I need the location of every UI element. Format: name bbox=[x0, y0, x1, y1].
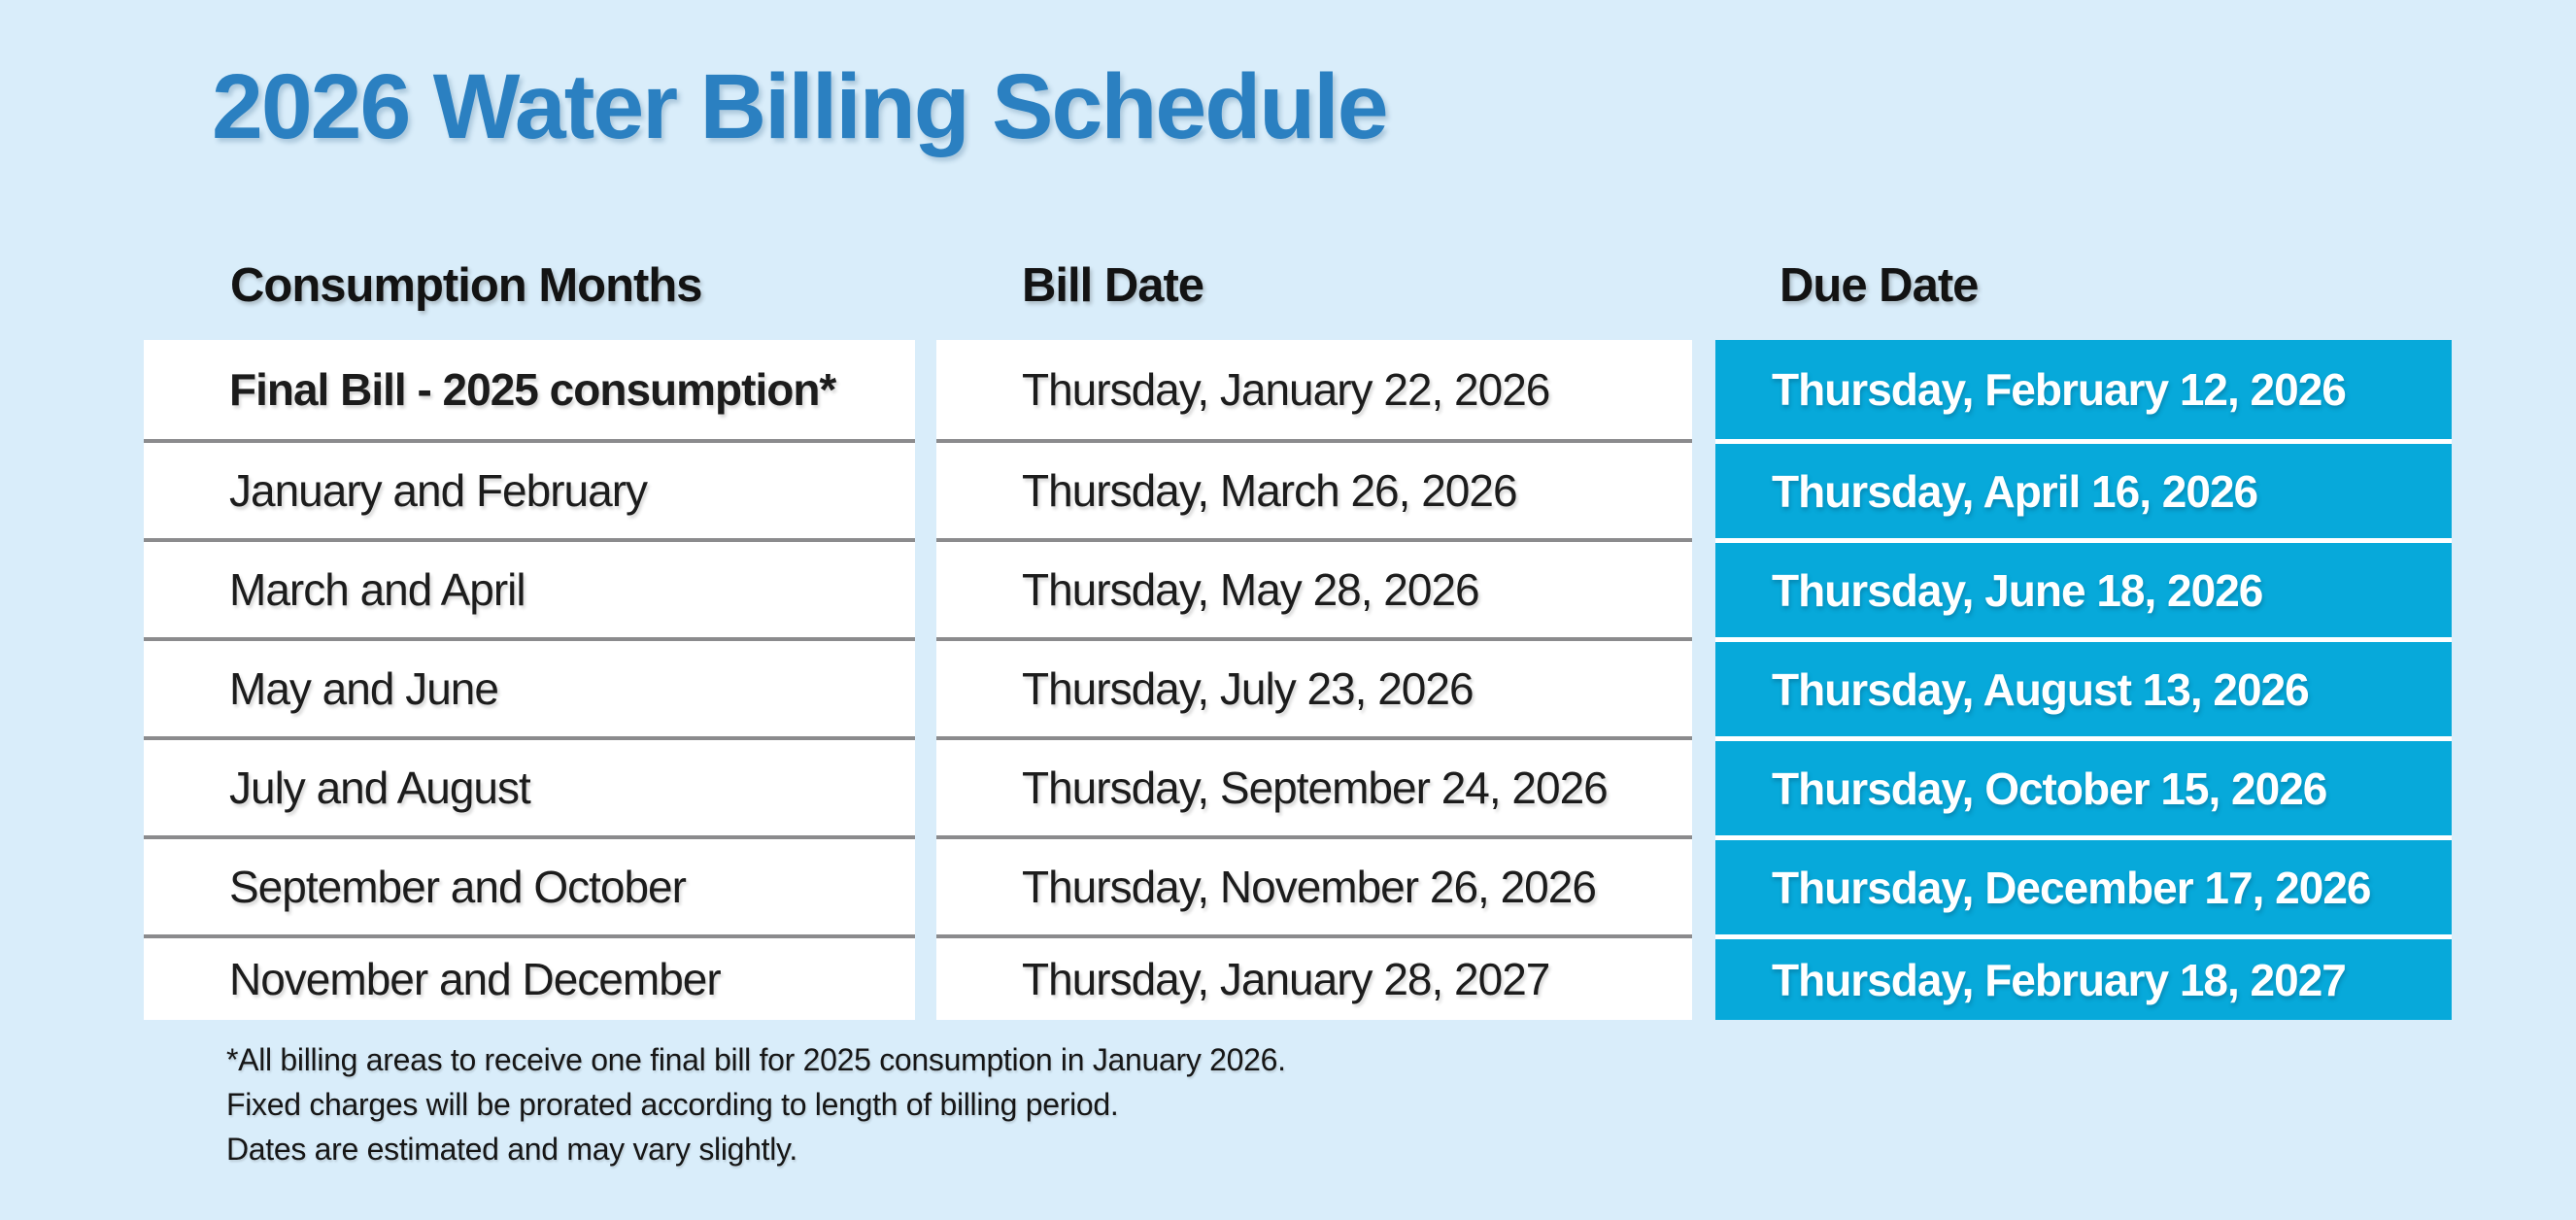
footnote-line: *All billing areas to receive one final … bbox=[226, 1042, 1286, 1077]
due-date-cell: Thursday, October 15, 2026 bbox=[1715, 736, 2452, 835]
bill-date-cell: Thursday, March 26, 2026 bbox=[936, 439, 1692, 538]
footnote-line: Dates are estimated and may vary slightl… bbox=[226, 1132, 797, 1167]
due-date-cell: Thursday, June 18, 2026 bbox=[1715, 538, 2452, 637]
page-title: 2026 Water Billing Schedule bbox=[212, 55, 1389, 158]
consumption-cell: May and June bbox=[144, 637, 915, 736]
footnotes: *All billing areas to receive one final … bbox=[226, 1037, 1286, 1171]
consumption-cell: March and April bbox=[144, 538, 915, 637]
bill-date-cell: Thursday, September 24, 2026 bbox=[936, 736, 1692, 835]
bill-date-cell: Thursday, January 28, 2027 bbox=[936, 934, 1692, 1020]
due-date-cell: Thursday, December 17, 2026 bbox=[1715, 835, 2452, 934]
bill-date-cell: Thursday, January 22, 2026 bbox=[936, 340, 1692, 439]
consumption-cell: Final Bill - 2025 consumption* bbox=[144, 340, 915, 439]
due-date-cell: Thursday, August 13, 2026 bbox=[1715, 637, 2452, 736]
bill-date-cell: Thursday, November 26, 2026 bbox=[936, 835, 1692, 934]
due-date-cell: Thursday, February 18, 2027 bbox=[1715, 934, 2452, 1020]
consumption-cell: July and August bbox=[144, 736, 915, 835]
column-header-due-date: Due Date bbox=[1779, 259, 1979, 312]
due-date-cell: Thursday, February 12, 2026 bbox=[1715, 340, 2452, 439]
consumption-cell: November and December bbox=[144, 934, 915, 1020]
footnote-line: Fixed charges will be prorated according… bbox=[226, 1087, 1119, 1122]
consumption-cell: January and February bbox=[144, 439, 915, 538]
due-date-cell: Thursday, April 16, 2026 bbox=[1715, 439, 2452, 538]
bill-date-cell: Thursday, July 23, 2026 bbox=[936, 637, 1692, 736]
bill-date-cell: Thursday, May 28, 2026 bbox=[936, 538, 1692, 637]
column-header-consumption-months: Consumption Months bbox=[230, 259, 703, 312]
column-header-bill-date: Bill Date bbox=[1022, 259, 1204, 312]
consumption-cell: September and October bbox=[144, 835, 915, 934]
billing-schedule-table: Final Bill - 2025 consumption* Thursday,… bbox=[144, 340, 2452, 1020]
